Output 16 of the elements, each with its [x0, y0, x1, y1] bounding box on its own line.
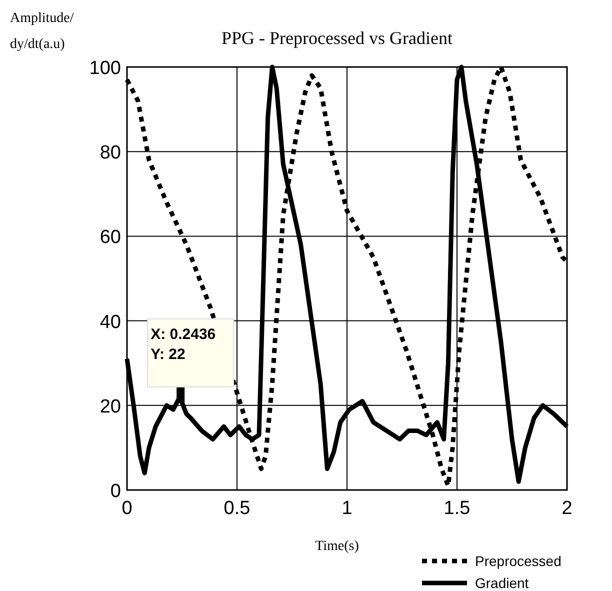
y-axis-title: Amplitude/ dy/dt(a.u): [10, 11, 74, 52]
legend-label: Gradient: [475, 575, 529, 591]
y-tick-label: 40: [100, 312, 121, 333]
x-tick-label: 2: [562, 498, 572, 519]
annotation: X: 0.2436 Y: 22: [150, 326, 216, 363]
legend-label: Preprocessed: [475, 553, 562, 569]
chart-title: PPG - Preprocessed vs Gradient: [222, 28, 452, 48]
y-tick-label: 0: [110, 481, 121, 502]
y-tick-label: 20: [100, 396, 121, 418]
x-axis-title: Time(s): [315, 539, 360, 554]
x-tick-label: 0.5: [224, 498, 250, 519]
x-tick-label: 1: [342, 498, 352, 519]
x-tick-label: 1.5: [444, 498, 470, 519]
y-tick-label: 100: [89, 58, 121, 79]
y-tick-label: 80: [100, 142, 121, 164]
y-tick-label: 60: [100, 227, 121, 248]
